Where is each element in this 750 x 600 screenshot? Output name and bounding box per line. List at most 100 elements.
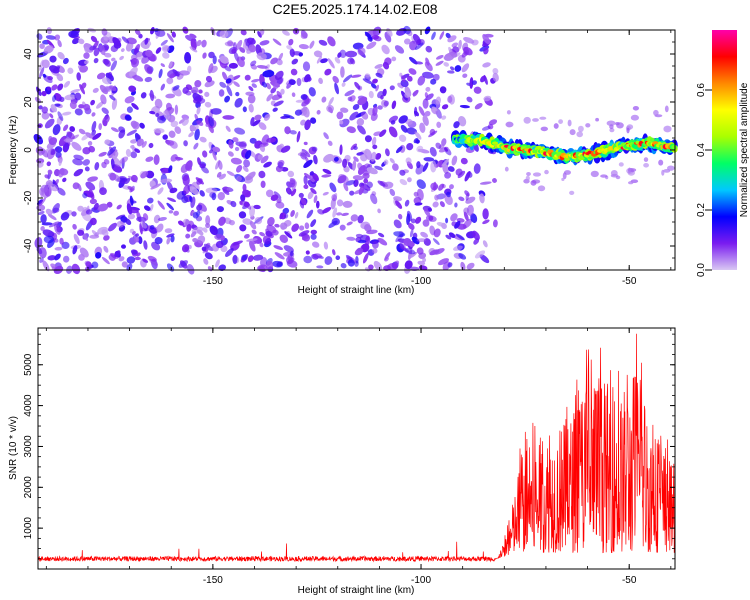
- heatmap-noise-blob: [247, 94, 256, 104]
- heatmap-noise-blob: [449, 66, 455, 71]
- heatmap-noise-blob: [131, 58, 140, 68]
- heatmap-noise-blob: [422, 98, 429, 109]
- heatmap-noise-blob: [399, 179, 408, 186]
- heatmap-noise-blob: [166, 237, 171, 245]
- heatmap-noise-blob: [273, 100, 284, 107]
- heatmap-noise-blob: [290, 210, 295, 217]
- heatmap-noise-blob: [232, 240, 243, 246]
- heatmap-noise-blob: [273, 191, 282, 199]
- heatmap-noise-blob: [40, 184, 49, 193]
- heatmap-noise-blob: [77, 38, 85, 45]
- heatmap-noise-blob: [277, 161, 284, 169]
- heatmap-noise-blob: [404, 92, 411, 98]
- heatmap-noise-blob: [193, 97, 206, 105]
- heatmap-noise-blob: [352, 175, 364, 181]
- heatmap-noise-blob: [382, 88, 387, 97]
- heatmap-noise-blob: [130, 249, 138, 255]
- heatmap-noise-blob: [425, 93, 434, 101]
- heatmap-noise-blob: [370, 193, 378, 205]
- heatmap-noise-blob: [111, 57, 116, 62]
- heatmap-noise-blob: [209, 225, 218, 236]
- heatmap-noise-blob: [243, 159, 251, 168]
- heatmap-noise-blob: [383, 159, 389, 165]
- heatmap-noise-blob: [280, 225, 286, 230]
- heatmap-noise-blob: [349, 95, 356, 102]
- heatmap-noise-blob: [91, 112, 96, 117]
- heatmap-noise-blob: [558, 119, 563, 124]
- heatmap-noise-blob: [372, 248, 378, 254]
- heatmap-noise-blob: [364, 135, 372, 143]
- heatmap-noise-blob: [283, 245, 294, 253]
- heatmap-noise-blob: [49, 55, 57, 63]
- heatmap-noise-blob: [71, 211, 77, 217]
- heatmap-noise-blob: [274, 70, 284, 80]
- heatmap-noise-blob: [395, 146, 403, 154]
- heatmap-noise-blob: [62, 255, 70, 263]
- heatmap-noise-blob: [173, 210, 179, 216]
- heatmap-noise-blob: [208, 63, 214, 74]
- heatmap-noise-blob: [188, 131, 194, 138]
- heatmap-noise-blob: [431, 31, 436, 40]
- heatmap-noise-blob: [252, 119, 261, 127]
- heatmap-noise-blob: [118, 126, 126, 133]
- heatmap-noise-blob: [67, 67, 74, 74]
- heatmap-noise-blob: [162, 52, 170, 59]
- heatmap-noise-blob: [236, 164, 243, 173]
- heatmap-noise-blob: [224, 95, 231, 103]
- heatmap-noise-blob: [482, 34, 491, 45]
- heatmap-noise-blob: [121, 261, 128, 268]
- heatmap-noise-blob: [53, 238, 59, 243]
- heatmap-noise-blob: [183, 140, 188, 147]
- heatmap-noise-blob: [463, 211, 469, 222]
- heatmap-noise-blob: [422, 257, 427, 263]
- heatmap-noise-blob: [46, 27, 53, 35]
- heatmap-noise-blob: [154, 236, 163, 245]
- heatmap-noise-blob: [112, 37, 121, 47]
- heatmap-noise-blob: [62, 142, 70, 153]
- heatmap-noise-blob: [282, 207, 290, 215]
- heatmap-noise-blob: [257, 31, 262, 38]
- heatmap-noise-blob: [576, 131, 583, 138]
- heatmap-noise-blob: [185, 233, 191, 239]
- heatmap-noise-blob: [336, 199, 344, 207]
- colorbar-label: Normalized spectral amplitude: [739, 82, 750, 217]
- snr-y-tick-label: 2000: [23, 476, 34, 499]
- heatmap-noise-blob: [411, 236, 420, 245]
- heatmap-noise-blob: [590, 170, 599, 178]
- heatmap-noise-blob: [91, 261, 99, 269]
- heatmap-noise-blob: [42, 229, 55, 238]
- heatmap-noise-blob: [192, 212, 199, 219]
- heatmap-noise-blob: [340, 263, 347, 269]
- heatmap-noise-blob: [530, 180, 537, 186]
- heatmap-noise-blob: [38, 247, 47, 259]
- heatmap-noise-blob: [298, 192, 304, 198]
- heatmap-noise-blob: [532, 118, 539, 122]
- heatmap-noise-blob: [265, 82, 272, 90]
- heatmap-noise-blob: [442, 163, 449, 174]
- heatmap-noise-blob: [63, 138, 73, 143]
- heatmap-noise-blob: [473, 86, 482, 94]
- heatmap-noise-blob: [251, 229, 257, 235]
- heatmap-noise-blob: [310, 219, 317, 228]
- heatmap-noise-blob: [458, 253, 467, 260]
- heatmap-noise-blob: [153, 127, 165, 134]
- heatmap-noise-blob: [280, 88, 285, 95]
- heatmap-noise-blob: [246, 238, 258, 242]
- heatmap-noise-blob: [382, 181, 394, 189]
- heatmap-noise-blob: [41, 59, 50, 69]
- heatmap-noise-blob: [233, 81, 240, 87]
- heatmap-noise-blob: [212, 55, 217, 65]
- heatmap-noise-blob: [79, 247, 89, 258]
- heatmap-noise-blob: [84, 60, 89, 65]
- heatmap-noise-blob: [204, 252, 213, 260]
- heatmap-noise-blob: [378, 232, 385, 238]
- heatmap-noise-blob: [203, 258, 209, 265]
- heatmap-noise-blob: [312, 241, 320, 248]
- heatmap-noise-blob: [147, 255, 157, 262]
- heatmap-noise-blob: [409, 40, 418, 51]
- heatmap-noise-blob: [435, 142, 442, 149]
- heatmap-noise-blob: [398, 115, 408, 124]
- heatmap-noise-blob: [562, 172, 567, 180]
- heatmap-noise-blob: [335, 255, 341, 261]
- heatmap-noise-blob: [474, 250, 486, 259]
